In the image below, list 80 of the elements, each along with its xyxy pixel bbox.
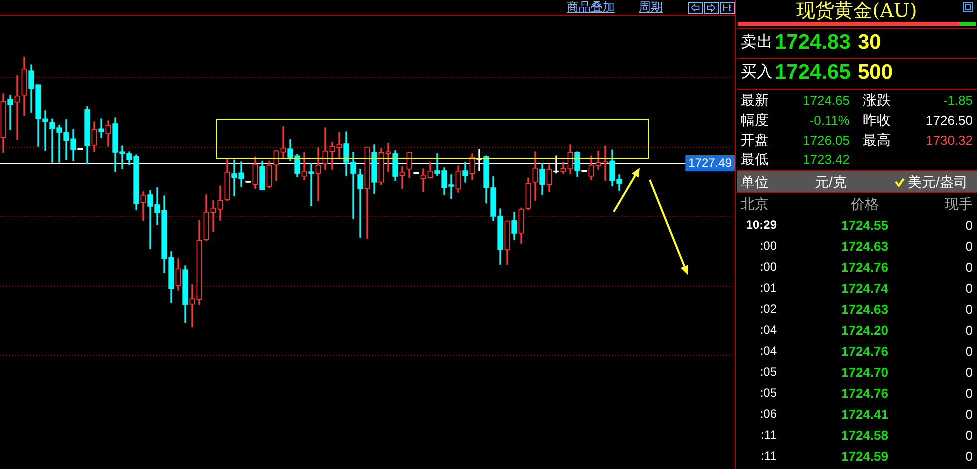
annotation: 1727.49 (688, 156, 732, 170)
text: 0 (966, 323, 973, 338)
text: 幅度 (741, 112, 769, 128)
text: 0 (966, 281, 973, 296)
candlestick (400, 166, 406, 190)
text: :06 (760, 407, 777, 421)
text: 1724.63 (840, 239, 890, 254)
text: :02 (760, 302, 777, 316)
text: 涨跌 (863, 92, 891, 108)
candlestick (420, 168, 426, 192)
text: 10:29 (746, 218, 777, 232)
text: 买入 (741, 64, 773, 81)
text: 0 (966, 302, 973, 317)
candlestick (190, 284, 196, 328)
text: -1.85 (943, 93, 973, 108)
text: 1724.76 (840, 344, 890, 359)
text: 1724.55 (840, 218, 890, 233)
text: 最高 (863, 132, 891, 148)
text: -0.11% (810, 113, 850, 128)
text: :11 (761, 428, 777, 442)
text: 1724.74 (840, 281, 890, 296)
text: :00 (760, 260, 777, 274)
text: 1724.83 (775, 31, 851, 54)
text: 1724.41 (840, 407, 890, 422)
text: 1726.05 (803, 133, 850, 148)
text: 0 (966, 239, 973, 254)
text: 商品叠加 (567, 0, 615, 16)
text: 0 (966, 407, 973, 422)
text: 1724.65 (775, 61, 851, 84)
text: 最新 (741, 92, 769, 108)
text: :05 (760, 365, 777, 379)
text: 1724.59 (840, 449, 890, 464)
text: 500 (858, 61, 894, 84)
text: :11 (761, 449, 777, 463)
candlestick (98, 118, 104, 138)
candlestick (8, 94, 14, 130)
text: 北京 (741, 196, 769, 212)
text: :05 (760, 386, 777, 400)
text: 美元/盎司 (908, 174, 968, 190)
candlestick (308, 163, 314, 206)
text: 0 (966, 386, 973, 401)
candlestick (210, 200, 216, 232)
text: 单位 (741, 174, 769, 190)
text: 1724.76 (840, 386, 890, 401)
text: 1726.50 (926, 113, 973, 128)
text: 30 (858, 31, 882, 54)
text: 0 (966, 260, 973, 275)
text: 0 (966, 218, 973, 233)
text: 0 (966, 449, 973, 464)
text: 1723.42 (803, 152, 850, 167)
text: 0 (966, 365, 973, 380)
text: 最低 (741, 151, 769, 167)
text: 1730.32 (926, 133, 973, 148)
text: 0 (966, 428, 973, 443)
text: :04 (760, 344, 777, 358)
text: 1724.58 (840, 428, 890, 443)
text: 1724.63 (840, 302, 890, 317)
text: 0 (966, 344, 973, 359)
text: 周期 (639, 0, 663, 16)
text: 1724.70 (840, 365, 890, 380)
text: 1724.65 (803, 93, 850, 108)
text: :04 (760, 323, 777, 337)
text: 现货黄金(AU) (796, 0, 918, 22)
candlestick (336, 132, 342, 158)
candlestick (14, 76, 20, 140)
candlestick (316, 148, 322, 202)
text: 1724.20 (840, 323, 890, 338)
text: 现手 (945, 196, 973, 212)
text: 元/克 (815, 174, 847, 190)
text: 价格 (850, 196, 880, 212)
text: :01 (760, 281, 777, 295)
text: 卖出 (741, 34, 773, 51)
candlestick (462, 162, 468, 183)
text: 昨收 (863, 112, 891, 128)
candlestick (358, 168, 364, 238)
text: 开盘 (741, 132, 769, 148)
candlestick (330, 142, 336, 170)
text: :00 (760, 239, 777, 253)
candlestick (280, 126, 286, 158)
text: 1724.76 (840, 260, 890, 275)
